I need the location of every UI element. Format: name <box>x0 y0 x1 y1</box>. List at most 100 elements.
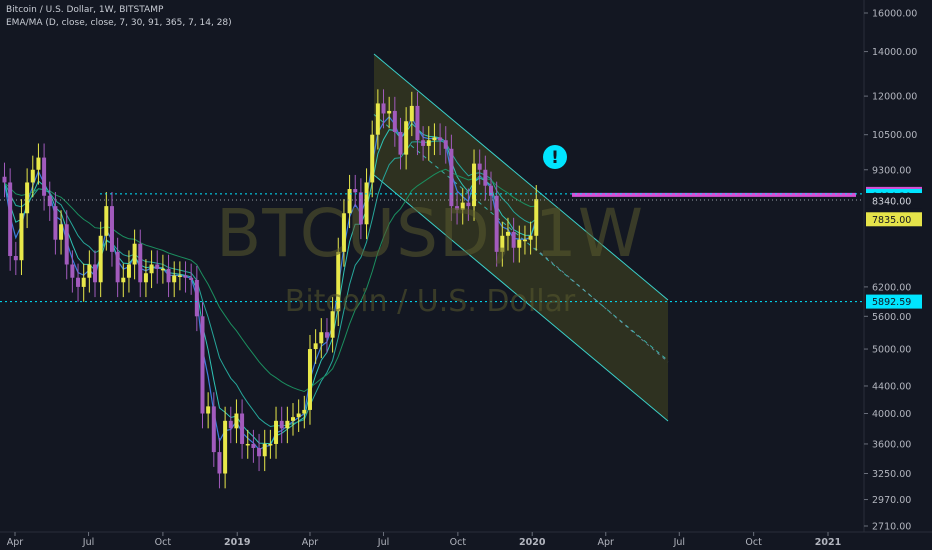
candle-body <box>223 420 228 474</box>
candle-body <box>70 264 75 278</box>
candle-body <box>392 110 397 132</box>
candle-body <box>364 182 369 225</box>
price-tick-label: 2970.00 <box>872 495 911 506</box>
time-tick-label: Oct <box>155 537 172 548</box>
price-tick-label: 10500.00 <box>872 130 917 141</box>
candle-body <box>387 110 392 114</box>
candle-body <box>455 206 460 210</box>
price-tick-label: 5600.00 <box>872 312 911 323</box>
alert-exclamation: ! <box>551 148 559 168</box>
candle-body <box>460 202 465 210</box>
candle-body <box>115 251 120 283</box>
candle-body <box>8 182 13 256</box>
price-axis[interactable]: 16000.00 14000.00 12000.00 10500.00 9300.00 6… <box>863 0 917 533</box>
candle-body <box>534 199 539 236</box>
candle-body <box>149 264 154 274</box>
candle-body <box>262 443 267 457</box>
candle-body <box>25 182 30 214</box>
candle-body <box>291 417 296 421</box>
candle-body <box>183 275 188 278</box>
ema-long-line <box>4 168 537 393</box>
candle-body <box>109 206 114 252</box>
price-label-box <box>866 294 922 309</box>
candle-body <box>47 195 52 207</box>
time-axis[interactable]: Apr Jul Oct 2019 Apr Jul Oct 2020 Apr Jul Oct 2021 <box>0 531 932 550</box>
candle-body <box>98 235 103 283</box>
time-tick-label: Oct <box>450 537 467 548</box>
candle-body <box>234 413 239 429</box>
candle-body <box>511 231 516 248</box>
candle-body <box>324 332 329 338</box>
symbol-title: Bitcoin / U.S. Dollar, 1W, BITSTAMP <box>6 5 164 15</box>
candle-body <box>19 213 24 261</box>
horizontal-lines[interactable]: 8555.008494.308375.008340.007835.005892.… <box>0 186 922 309</box>
channel-lower-line <box>373 174 669 422</box>
candle-body <box>404 121 409 155</box>
candle-body <box>375 103 380 135</box>
candle-body <box>347 189 352 214</box>
candle-body <box>121 277 126 283</box>
candle-body <box>494 195 499 252</box>
time-tick-label: Jul <box>82 537 94 548</box>
candle-body <box>302 409 307 414</box>
projection-line <box>534 247 669 363</box>
candle-body <box>93 264 98 283</box>
price-label-box <box>866 212 922 227</box>
candle-body <box>522 239 527 242</box>
candle-body <box>200 316 205 414</box>
candle-body <box>500 235 505 252</box>
candle-body <box>257 447 262 457</box>
time-axis-bg <box>0 532 932 550</box>
candle-body <box>483 169 488 186</box>
candle-body <box>172 275 177 283</box>
candle-body <box>143 273 148 283</box>
price-label-box <box>866 194 922 209</box>
price-zones[interactable] <box>572 192 856 197</box>
time-tick-label: Apr <box>598 537 615 548</box>
channel-upper-line <box>373 53 669 301</box>
candle-body <box>438 137 443 141</box>
price-label: 5892.59 <box>872 297 911 308</box>
candle-body <box>319 332 324 344</box>
time-tick-label: Apr <box>7 537 24 548</box>
candle-body <box>285 420 290 429</box>
candle-body <box>489 185 494 196</box>
price-tick-label: 2710.00 <box>872 522 911 533</box>
candle-body <box>274 420 279 444</box>
candle-body <box>59 224 64 240</box>
candle-body <box>132 243 137 265</box>
time-tick-label: Jul <box>673 537 685 548</box>
candle-body <box>240 413 245 444</box>
price-tick-label: 14000.00 <box>872 47 917 58</box>
price-tick-label: 3600.00 <box>872 439 911 450</box>
candle-body <box>228 420 233 429</box>
candle-body <box>421 140 426 146</box>
alert-icon[interactable]: ! <box>543 145 567 169</box>
candle-body <box>53 206 58 240</box>
candle-body <box>206 406 211 414</box>
indicator-legend: EMA/MA (D, close, close, 7, 30, 91, 365,… <box>6 18 232 28</box>
resistance-zone-top <box>572 192 856 197</box>
candle-body <box>443 140 448 149</box>
candle-body <box>426 140 431 146</box>
price-label: 8340.00 <box>872 197 911 208</box>
candle-body <box>217 452 222 474</box>
candle-body <box>517 239 522 248</box>
candle-body <box>42 157 47 196</box>
candle-body <box>13 255 18 261</box>
candle-body <box>251 443 256 448</box>
candle-body <box>268 443 273 446</box>
price-tick-label: 5000.00 <box>872 345 911 356</box>
candle-body <box>279 420 284 429</box>
candle-body <box>30 169 35 183</box>
candle-body <box>358 192 363 225</box>
candle-body <box>466 202 471 207</box>
candles <box>2 89 539 489</box>
price-tick-label: 16000.00 <box>872 9 917 20</box>
candle-body <box>409 105 414 122</box>
candle-body <box>211 406 216 453</box>
candle-body <box>449 148 454 207</box>
candle-body <box>189 277 194 280</box>
